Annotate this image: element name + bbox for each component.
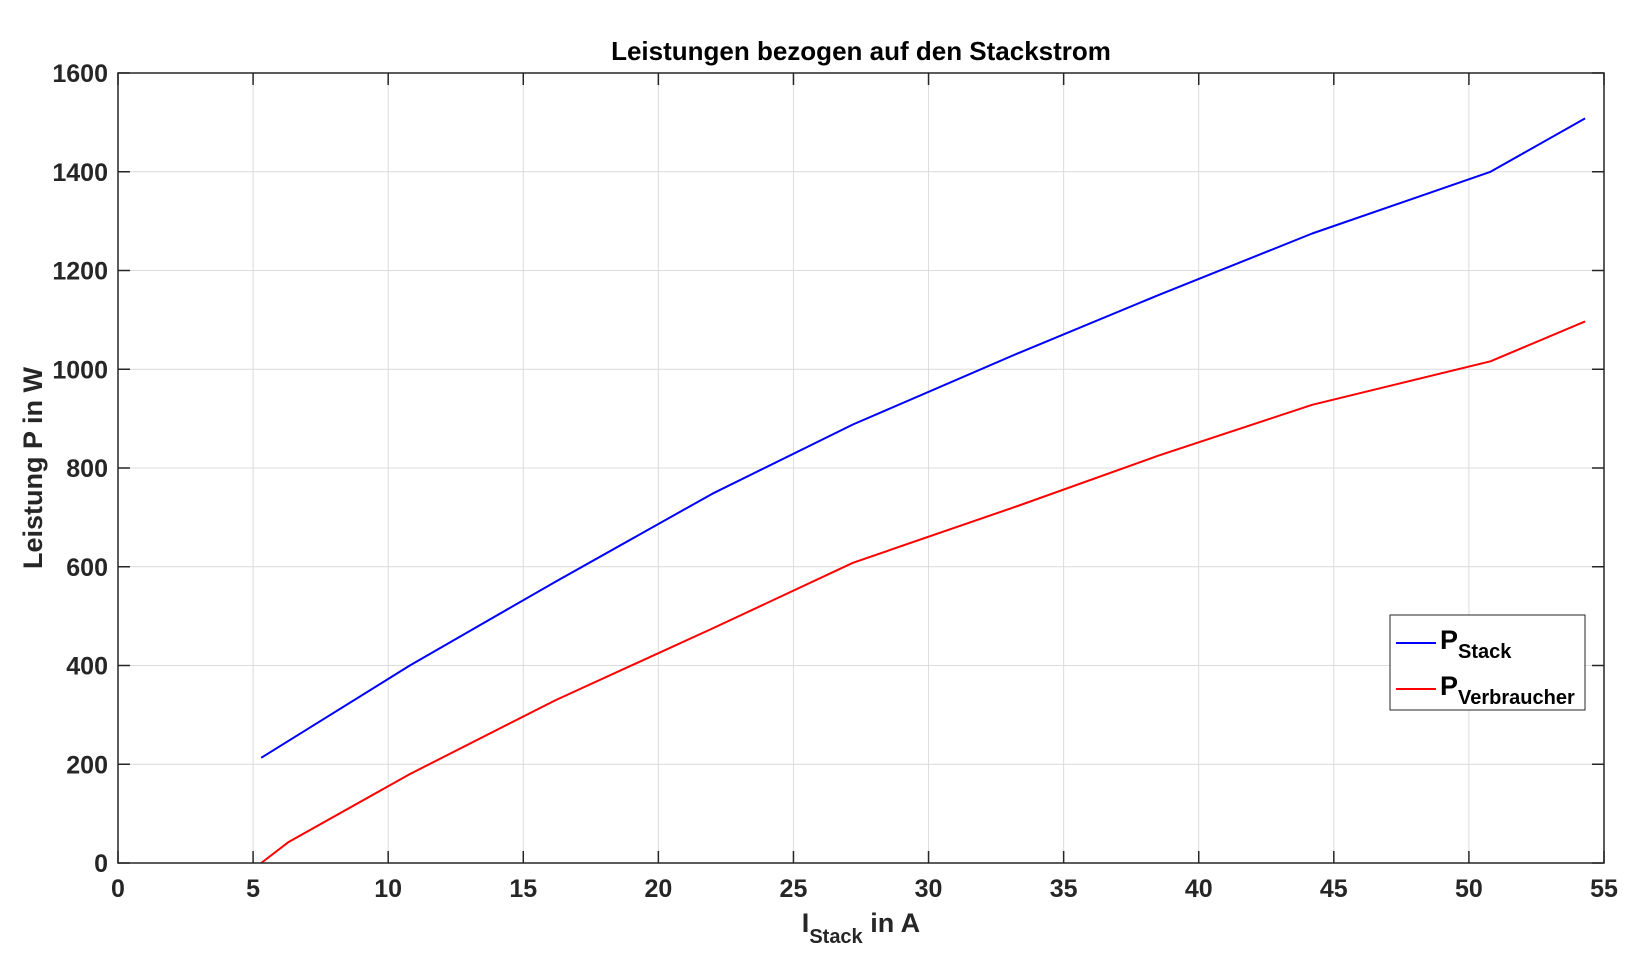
x-tick-label: 5 <box>246 875 260 903</box>
data-series <box>260 117 1586 864</box>
x-tick-label: 10 <box>374 875 402 903</box>
y-tick-label: 600 <box>66 554 108 582</box>
x-tick-label: 55 <box>1590 875 1618 903</box>
series-line-stack <box>260 117 1586 759</box>
y-tick-label: 1200 <box>52 258 108 286</box>
x-tick-label: 20 <box>644 875 672 903</box>
y-tick-label: 800 <box>66 455 108 483</box>
x-axis-label-subscript: Stack <box>809 926 863 948</box>
series-line-verbraucher <box>260 320 1586 864</box>
y-tick-label: 200 <box>66 751 108 779</box>
x-tick-label: 40 <box>1185 875 1213 903</box>
y-tick-label: 1000 <box>52 356 108 384</box>
chart-title: Leistungen bezogen auf den Stackstrom <box>611 36 1111 66</box>
legend-box <box>1389 614 1586 711</box>
x-axis-label-main: I <box>802 908 810 938</box>
x-tick-label: 0 <box>111 875 125 903</box>
x-axis-label-suffix: in A <box>863 908 921 938</box>
grid-lines <box>118 73 1604 863</box>
legend-label-stack-main: P <box>1440 625 1458 655</box>
x-tick-label: 25 <box>780 875 808 903</box>
y-tick-label: 1400 <box>52 159 108 187</box>
legend-label-stack: PStack <box>1440 625 1512 663</box>
legend: PStack PVerbraucher <box>1389 614 1586 711</box>
y-tick-label: 0 <box>94 850 108 878</box>
legend-label-verbraucher-main: P <box>1440 671 1458 701</box>
y-tick-label: 400 <box>66 653 108 681</box>
legend-label-verbraucher-subscript: Verbraucher <box>1458 687 1575 709</box>
x-axis-label: IStack in A <box>802 908 920 948</box>
x-tick-label: 35 <box>1050 875 1078 903</box>
axis-ticks: 0 5 10 15 20 25 30 35 40 45 50 55 0 200 400 600 800 1000 1… <box>52 60 1618 903</box>
x-tick-label: 50 <box>1455 875 1483 903</box>
x-tick-label: 30 <box>915 875 943 903</box>
legend-label-verbraucher: PVerbraucher <box>1440 671 1575 709</box>
y-axis-label: Leistung P in W <box>18 366 48 569</box>
y-tick-label: 1600 <box>52 60 108 88</box>
x-tick-label: 45 <box>1320 875 1348 903</box>
x-tick-label: 15 <box>509 875 537 903</box>
legend-label-stack-subscript: Stack <box>1458 641 1512 663</box>
